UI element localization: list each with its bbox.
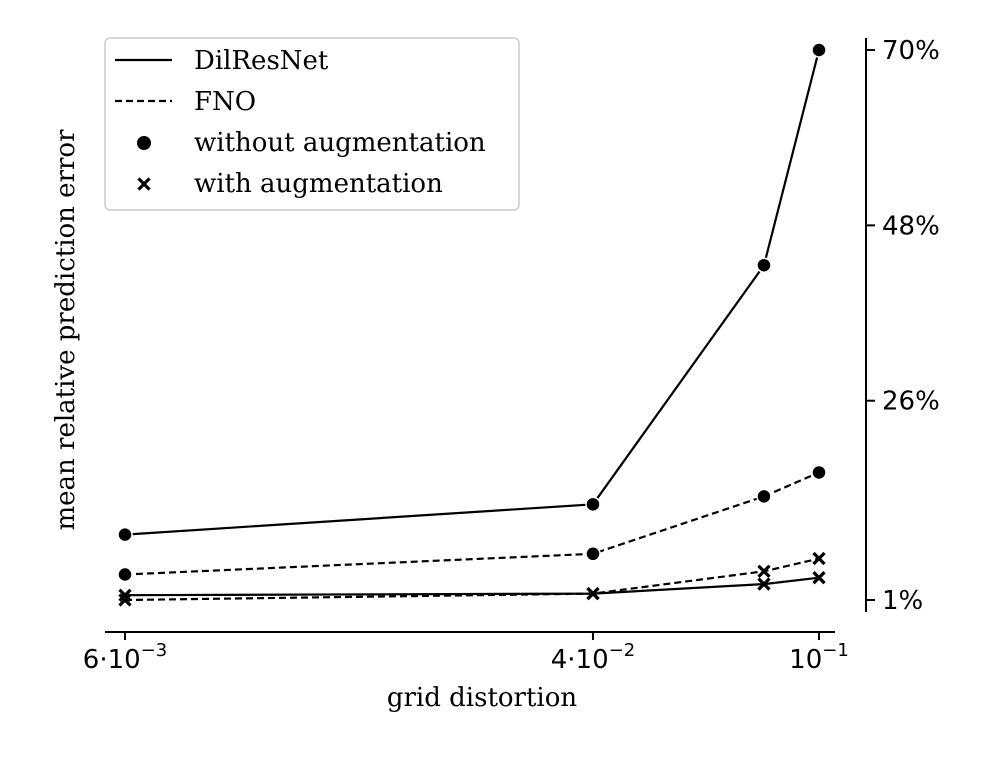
legend-entry: without augmentation [137,128,486,158]
series-line [124,49,821,536]
x-tick-label: 10−1 [789,640,849,675]
data-point [756,257,772,273]
series-line [124,576,820,597]
y-axis-title: mean relative prediction error [51,129,81,531]
series-line [124,557,820,602]
legend-label: FNO [194,87,256,117]
legend-entry: DilResNet [115,46,329,76]
data-point [757,577,771,591]
data-point [756,488,772,505]
data-point [812,551,826,566]
data-point [757,564,771,578]
y-tick-label: 1% [882,586,923,616]
x-tick-label: 4·10−2 [551,640,635,675]
legend-label: without augmentation [194,128,486,158]
legend-entry: with augmentation [137,169,443,199]
series-layer [117,42,827,607]
legend-label: DilResNet [194,46,329,76]
legend: DilResNet FNO without augmentation with aug… [104,37,520,211]
x-tick-label: 6·10−3 [83,640,167,675]
data-point [811,464,827,481]
data-point [117,526,133,543]
data-point [118,593,132,607]
legend-entry: FNO [115,87,256,117]
legend-x-swatch [137,177,151,191]
axes-layer: 6·10−3 4·10−2 10−1 1% 26% 48% 70% [83,36,940,675]
data-point [812,571,826,585]
data-point [586,586,600,601]
y-tick-label: 70% [882,36,940,66]
data-point [585,546,601,562]
legend-label: with augmentation [194,169,443,199]
series-line [124,471,820,576]
data-point [117,566,133,583]
legend-frame [104,37,520,211]
legend-circle-swatch [137,136,151,150]
data-point [585,496,601,513]
y-tick-label: 26% [882,387,940,417]
x-axis-title: grid distortion [387,683,578,713]
data-point [811,42,827,58]
y-tick-label: 48% [882,211,940,241]
